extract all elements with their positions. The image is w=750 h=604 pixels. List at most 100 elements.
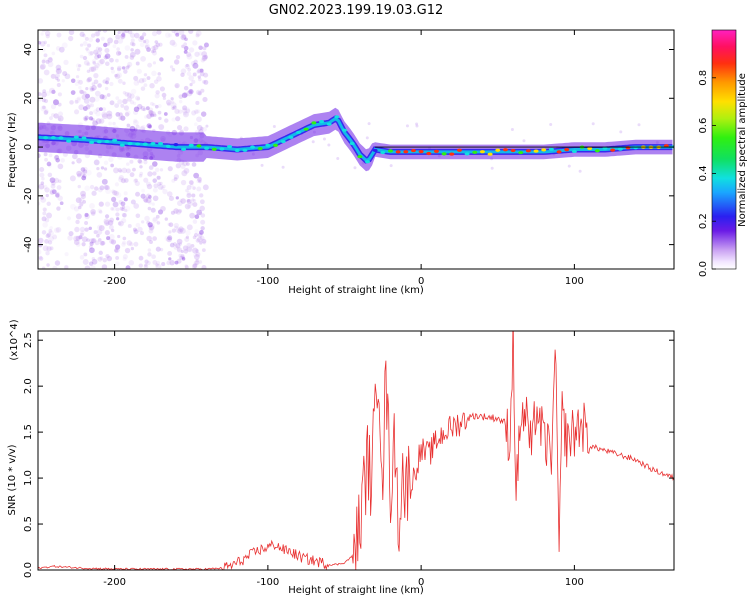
noise-cell	[77, 173, 82, 178]
noise-cell	[95, 46, 100, 51]
noise-cell	[88, 37, 94, 43]
noise-cell	[166, 260, 171, 266]
ridge-cell	[127, 142, 133, 146]
noise-cell	[167, 222, 171, 227]
noise-cell	[124, 208, 128, 213]
noise-cell	[159, 57, 164, 62]
noise-cell	[637, 123, 641, 127]
noise-cell	[186, 90, 193, 97]
noise-cell	[84, 221, 89, 226]
noise-cell	[135, 213, 141, 219]
ridge-cell	[487, 152, 493, 156]
noise-cell	[169, 242, 175, 248]
noise-cell	[146, 235, 152, 242]
noise-cell	[128, 259, 135, 266]
noise-cell	[109, 100, 115, 106]
noise-cell	[162, 188, 168, 195]
noise-cell	[199, 68, 204, 73]
noise-cell	[45, 34, 50, 39]
noise-cell	[186, 191, 191, 196]
noise-cell	[147, 62, 153, 68]
noise-cell	[75, 97, 81, 104]
noise-cell	[189, 82, 193, 87]
noise-cell	[121, 242, 126, 247]
noise-cell	[192, 62, 199, 69]
noise-cell	[106, 236, 111, 241]
noise-cell	[99, 240, 105, 246]
noise-cell	[122, 81, 126, 85]
noise-cell	[129, 172, 135, 178]
noise-cell	[44, 239, 49, 244]
noise-cell	[55, 227, 62, 233]
noise-cell	[67, 235, 73, 241]
noise-cell	[114, 103, 120, 109]
noise-cell	[93, 230, 98, 235]
noise-cell	[134, 48, 141, 55]
noise-cell	[38, 98, 42, 102]
noise-cell	[104, 201, 111, 207]
noise-cell	[198, 45, 203, 50]
noise-cell	[175, 84, 179, 88]
noise-cell	[49, 226, 53, 230]
noise-cell	[175, 163, 181, 169]
noise-cell	[185, 230, 191, 236]
noise-cell	[175, 116, 181, 122]
noise-cell	[43, 98, 49, 104]
noise-cell	[142, 39, 147, 44]
colorbar-tick-label: 0.6	[698, 118, 709, 134]
noise-cell	[48, 230, 54, 236]
noise-cell	[69, 100, 74, 105]
noise-cell	[94, 96, 100, 102]
noise-cell	[44, 30, 51, 37]
noise-cell	[73, 206, 80, 212]
noise-cell	[135, 222, 141, 228]
noise-cell	[55, 191, 60, 197]
noise-cell	[185, 188, 189, 193]
noise-cell	[85, 93, 90, 99]
noise-cell	[175, 54, 181, 60]
ridge-cell	[387, 149, 393, 153]
noise-cell	[198, 260, 203, 264]
noise-cell	[201, 238, 207, 244]
noise-cell	[137, 226, 143, 233]
noise-cell	[99, 94, 105, 100]
noise-cell	[70, 203, 76, 210]
noise-cell	[155, 263, 159, 267]
noise-cell	[121, 167, 128, 174]
noise-cell	[118, 116, 123, 120]
noise-cell	[38, 40, 42, 45]
noise-cell	[171, 117, 176, 122]
noise-cell	[143, 177, 149, 183]
noise-cell	[175, 227, 182, 234]
noise-cell	[193, 254, 200, 260]
noise-cell	[84, 265, 91, 269]
noise-cell	[174, 82, 180, 89]
noise-cell	[90, 211, 96, 216]
y-tick-label: 0	[23, 144, 34, 150]
noise-cell	[121, 212, 126, 217]
noise-cell	[83, 169, 88, 174]
noise-cell	[182, 105, 188, 111]
noise-cell	[415, 122, 419, 126]
noise-cell	[57, 102, 62, 107]
noise-cell	[129, 159, 134, 164]
noise-cell	[157, 110, 162, 115]
noise-cell	[148, 223, 155, 230]
noise-cell	[97, 54, 101, 59]
noise-cell	[57, 117, 62, 121]
noise-cell	[44, 187, 50, 193]
ridge-cell	[510, 148, 516, 153]
noise-cell	[192, 186, 196, 190]
noise-cell	[185, 63, 189, 68]
noise-cell	[201, 51, 208, 57]
ridge-cell	[188, 143, 194, 147]
snr-y-axis-label: SNR (10 * v/v)	[7, 444, 18, 515]
noise-cell	[46, 212, 53, 219]
noise-cell	[42, 222, 48, 228]
noise-cell	[135, 61, 140, 66]
noise-cell	[101, 111, 108, 118]
noise-cell	[133, 241, 139, 247]
noise-cell	[91, 117, 95, 122]
noise-cell	[115, 58, 119, 63]
noise-cell	[200, 58, 206, 63]
